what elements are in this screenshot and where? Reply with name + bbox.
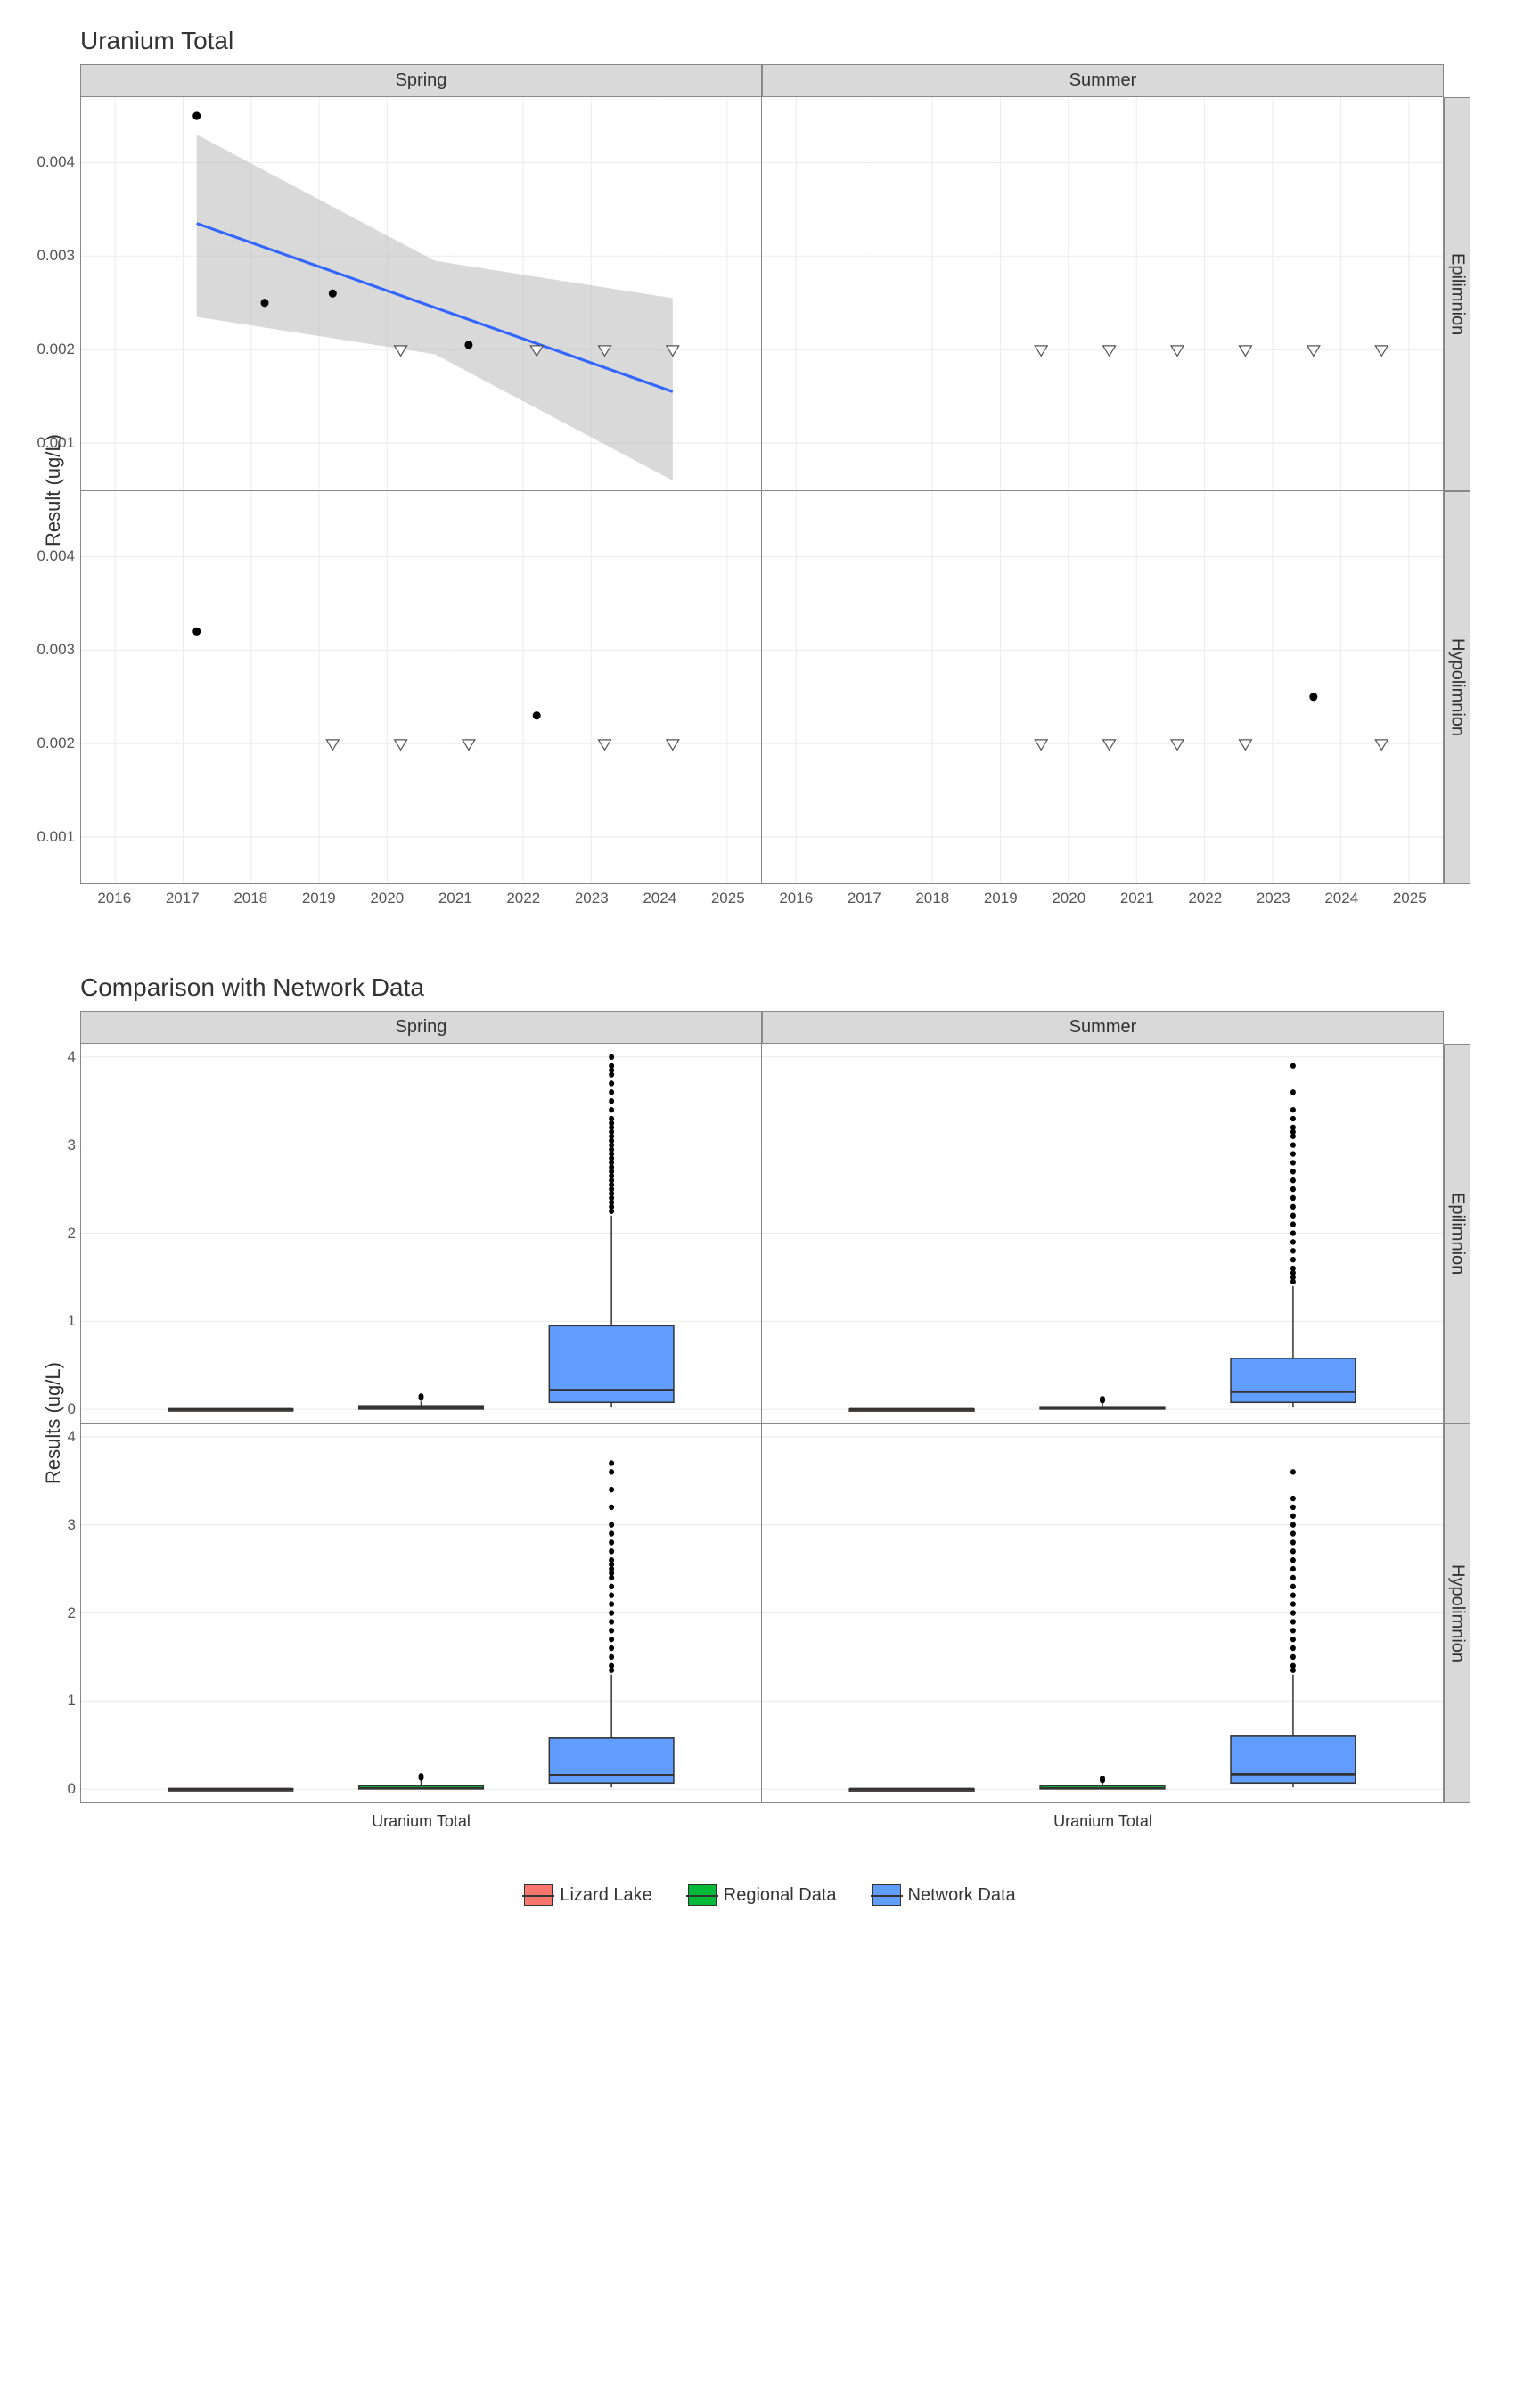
bpanel-summer-hypo bbox=[762, 1424, 1444, 1803]
col-strip-summer-b: Summer bbox=[762, 1011, 1444, 1044]
xaxis-right: 2016201720182019202020212022202320242025 bbox=[762, 884, 1444, 920]
xlabel-r: Uranium Total bbox=[762, 1803, 1444, 1831]
xaxis-left: 2016201720182019202020212022202320242025 bbox=[80, 884, 762, 920]
chart-title-bottom: Comparison with Network Data bbox=[80, 973, 1513, 1002]
bpanel-spring-epi: 01234 bbox=[80, 1044, 762, 1424]
chart-title-top: Uranium Total bbox=[80, 27, 1513, 55]
top-facet-grid: Spring Summer Result (ug/L) 0.0010.0020.… bbox=[27, 64, 1470, 920]
panel-summer-hypo bbox=[762, 491, 1444, 885]
panel-spring-epi: 0.0010.0020.0030.004 bbox=[80, 97, 762, 491]
uranium-chart: Uranium Total Spring Summer Result (ug/L… bbox=[27, 27, 1513, 920]
legend-item-lizard: Lizard Lake bbox=[524, 1884, 651, 1906]
bpanel-summer-epi bbox=[762, 1044, 1444, 1424]
col-strip-spring-b: Spring bbox=[80, 1011, 762, 1044]
panel-summer-epi bbox=[762, 97, 1444, 491]
legend-item-regional: Regional Data bbox=[688, 1884, 837, 1906]
col-strip-spring: Spring bbox=[80, 64, 762, 97]
col-strip-summer: Summer bbox=[762, 64, 1444, 97]
comparison-chart: Comparison with Network Data Spring Summ… bbox=[27, 973, 1513, 1831]
legend-item-network: Network Data bbox=[872, 1884, 1016, 1906]
bpanel-spring-hypo: 01234 bbox=[80, 1424, 762, 1803]
panel-spring-hypo: 0.0010.0020.0030.004 bbox=[80, 491, 762, 885]
bottom-facet-grid: Spring Summer Results (ug/L) 01234 Epili… bbox=[27, 1011, 1470, 1831]
row-strip-hypo-b: Hypolimnion bbox=[1444, 1424, 1470, 1803]
legend: Lizard Lake Regional Data Network Data bbox=[27, 1884, 1513, 1906]
row-strip-epi: Epilimnion bbox=[1444, 97, 1470, 491]
row-strip-hypo: Hypolimnion bbox=[1444, 491, 1470, 885]
row-strip-epi-b: Epilimnion bbox=[1444, 1044, 1470, 1424]
xlabel-l: Uranium Total bbox=[80, 1803, 762, 1831]
